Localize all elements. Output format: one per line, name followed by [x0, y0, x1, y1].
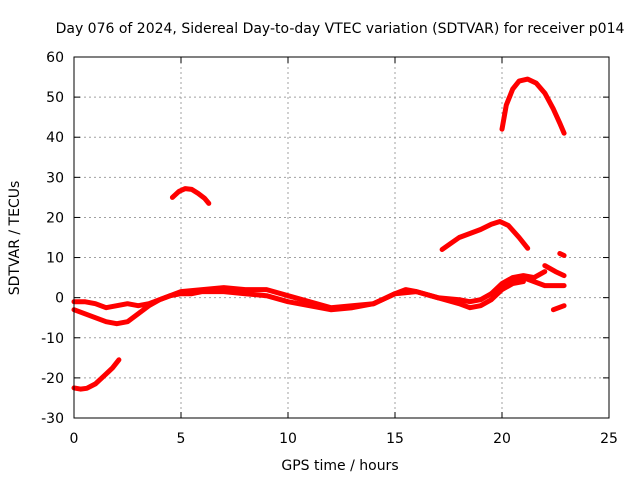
x-tick-label: 5	[177, 431, 186, 447]
y-tick-label: -30	[41, 411, 64, 427]
x-tick-label: 10	[279, 431, 297, 447]
y-tick-label: -20	[41, 371, 64, 387]
series-line-arc-mid-end	[542, 263, 567, 279]
plot-frame	[73, 56, 610, 419]
axis-ticks: 0 5 10 15 20 25 -30 -20 -10 0 10 20 30 40 50 60	[41, 50, 618, 447]
grid	[74, 57, 609, 418]
y-axis-label: SDTVAR / TECUs	[7, 181, 23, 296]
y-tick-label: 30	[46, 170, 64, 186]
series-line-arc-mid-blip	[557, 251, 567, 258]
series-layer	[71, 76, 567, 392]
x-tick-label: 15	[386, 431, 404, 447]
y-tick-label: 60	[46, 50, 64, 66]
chart-title: Day 076 of 2024, Sidereal Day-to-day VTE…	[56, 21, 625, 37]
x-axis-label: GPS time / hours	[281, 458, 398, 474]
series-line-arc-5h	[169, 186, 212, 206]
series-line-arc-zero-c	[488, 269, 548, 297]
series-line-arc-low-early	[71, 357, 122, 392]
y-tick-label: 0	[55, 291, 64, 307]
y-tick-label: -10	[41, 331, 64, 347]
y-tick-label: 50	[46, 90, 64, 106]
y-tick-label: 40	[46, 130, 64, 146]
y-tick-label: 20	[46, 210, 64, 226]
series-line-arc-zero-a	[71, 279, 526, 327]
series-line-arc-mid	[439, 219, 531, 252]
series-line-arc-late-dip	[550, 303, 567, 313]
series-line-arc-peak	[499, 76, 567, 136]
x-tick-label: 25	[600, 431, 618, 447]
y-tick-label: 10	[46, 251, 64, 267]
x-tick-label: 0	[70, 431, 79, 447]
x-tick-label: 20	[493, 431, 511, 447]
